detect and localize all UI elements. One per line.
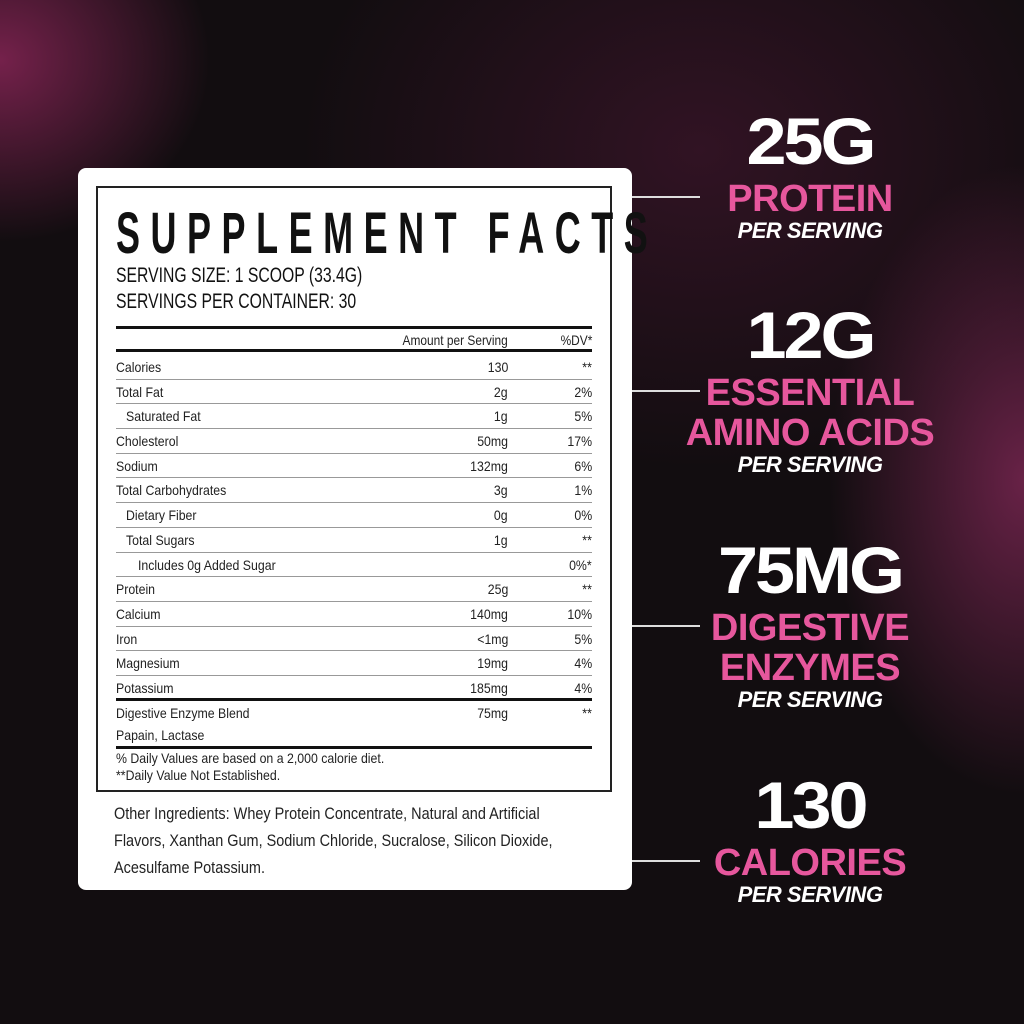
serving-size: SERVING SIZE: 1 SCOOP (33.4G) — [116, 264, 363, 287]
callout-label: CALORIES — [713, 842, 907, 884]
other-ingredients: Other Ingredients: Whey Protein Concentr… — [114, 804, 553, 877]
table-row: Dietary Fiber 0g 0% — [116, 503, 592, 528]
table-row: Includes 0g Added Sugar 0%* — [116, 553, 592, 578]
table-row: Potassium 185mg 4% — [116, 676, 592, 701]
nutrient-dv: 0% — [574, 507, 592, 524]
nutrient-dv: ** — [582, 359, 592, 375]
table-row: Sodium 132mg 6% — [116, 454, 592, 479]
table-header: Amount per Serving %DV* — [116, 326, 592, 352]
nutrient-name: Includes 0g Added Sugar — [138, 556, 276, 573]
blend-dv: ** — [582, 704, 592, 721]
nutrient-amount: 140mg — [470, 605, 508, 622]
supplement-facts-card: SUPPLEMENT FACTS SERVING SIZE: 1 SCOOP (… — [78, 168, 648, 890]
callout-label: ESSENTIAL — [705, 372, 915, 414]
nutrient-dv: 5% — [574, 630, 592, 647]
callout-protein: 25G PROTEIN PER SERVING — [640, 106, 980, 242]
nutrient-dv: 5% — [574, 408, 592, 425]
blend-name: Digestive Enzyme Blend — [116, 704, 250, 721]
nutrient-dv: 1% — [574, 482, 592, 499]
nutrient-amount: 1g — [494, 531, 508, 548]
nutrient-amount: 25g — [487, 581, 508, 598]
table-row: Calcium 140mg 10% — [116, 602, 592, 627]
nutrient-name: Total Fat — [116, 383, 164, 400]
table-row: Cholesterol 50mg 17% — [116, 429, 592, 454]
nutrient-name: Saturated Fat — [126, 408, 201, 425]
callout-sub: PER SERVING — [737, 687, 883, 712]
nutrient-dv: 17% — [567, 433, 592, 450]
table-row: Iron <1mg 5% — [116, 627, 592, 652]
callout-value: 25G — [746, 105, 876, 179]
nutrient-name: Potassium — [116, 679, 174, 696]
nutrient-amount: 185mg — [470, 679, 508, 696]
table-row: Calories 130 ** — [116, 355, 592, 380]
nutrient-dv: 4% — [574, 679, 592, 696]
footnote-not-established: **Daily Value Not Established. — [116, 767, 281, 783]
callout-label: AMINO ACIDS — [685, 412, 935, 454]
callout-calories: 130 CALORIES PER SERVING — [640, 770, 980, 906]
callout-sub: PER SERVING — [737, 882, 883, 907]
callout-label: ENZYMES — [719, 647, 901, 689]
nutrient-dv: 10% — [567, 605, 592, 622]
connector-line — [632, 625, 700, 627]
footnote-dv: % Daily Values are based on a 2,000 calo… — [116, 750, 385, 766]
nutrient-dv: 0%* — [569, 556, 592, 573]
nutrient-amount: 0g — [494, 507, 508, 524]
nutrient-name: Total Carbohydrates — [116, 482, 227, 499]
callout-value: 12G — [746, 299, 876, 373]
nutrient-amount: 132mg — [470, 457, 508, 474]
table-row: Total Sugars 1g ** — [116, 528, 592, 553]
connector-line — [632, 390, 700, 392]
nutrient-name: Magnesium — [116, 655, 180, 672]
nutrient-name: Dietary Fiber — [126, 507, 197, 524]
table-row: Total Fat 2g 2% — [116, 380, 592, 405]
table-row-blend: Digestive Enzyme Blend Papain, Lactase 75m… — [116, 701, 592, 749]
nutrient-dv: 4% — [574, 655, 592, 672]
supplement-facts-panel: SUPPLEMENT FACTS SERVING SIZE: 1 SCOOP (… — [96, 186, 648, 792]
footnotes: % Daily Values are based on a 2,000 calo… — [116, 750, 384, 784]
panel-title: SUPPLEMENT FACTS — [116, 201, 659, 266]
nutrient-table: Calories 130 ** Total Fat 2g 2% Saturated Fat 1… — [116, 355, 592, 749]
nutrient-dv: ** — [582, 531, 592, 548]
blend-ingredients: Papain, Lactase — [116, 726, 205, 743]
nutrient-amount: 19mg — [477, 655, 508, 672]
nutrient-amount: 1g — [494, 408, 508, 425]
nutrient-amount: 130 — [487, 359, 508, 375]
nutrient-amount: <1mg — [476, 630, 508, 647]
servings-per-container: SERVINGS PER CONTAINER: 30 — [116, 290, 357, 313]
nutrient-name: Sodium — [116, 457, 158, 474]
callout-value: 130 — [754, 769, 868, 843]
table-row: Magnesium 19mg 4% — [116, 651, 592, 676]
col-dv: %DV* — [560, 332, 592, 348]
callout-label: DIGESTIVE — [710, 607, 910, 649]
nutrient-dv: ** — [582, 581, 592, 598]
nutrient-name: Cholesterol — [116, 433, 179, 450]
nutrient-amount: 3g — [494, 482, 508, 499]
callout-value: 75MG — [717, 534, 905, 608]
nutrient-name: Protein — [116, 581, 156, 598]
nutrient-dv: 2% — [574, 383, 592, 400]
nutrient-name: Total Sugars — [126, 531, 195, 548]
table-row: Protein 25g ** — [116, 577, 592, 602]
nutrient-amount: 50mg — [477, 433, 508, 450]
connector-line — [632, 860, 700, 862]
nutrient-amount: 2g — [494, 383, 508, 400]
callout-sub: PER SERVING — [737, 218, 883, 243]
nutrient-dv: 6% — [574, 457, 592, 474]
col-amount: Amount per Serving — [402, 332, 508, 348]
callout-amino-acids: 12G ESSENTIAL AMINO ACIDS PER SERVING — [640, 300, 980, 476]
nutrient-name: Calories — [116, 359, 162, 375]
callout-sub: PER SERVING — [737, 452, 883, 477]
table-row: Total Carbohydrates 3g 1% — [116, 478, 592, 504]
blend-amount: 75mg — [477, 704, 508, 721]
nutrient-name: Iron — [116, 630, 138, 647]
callout-digestive-enzymes: 75MG DIGESTIVE ENZYMES PER SERVING — [640, 535, 980, 711]
nutrient-name: Calcium — [116, 605, 161, 622]
callout-label: PROTEIN — [727, 178, 893, 220]
table-row: Saturated Fat 1g 5% — [116, 404, 592, 430]
connector-line — [632, 196, 700, 198]
